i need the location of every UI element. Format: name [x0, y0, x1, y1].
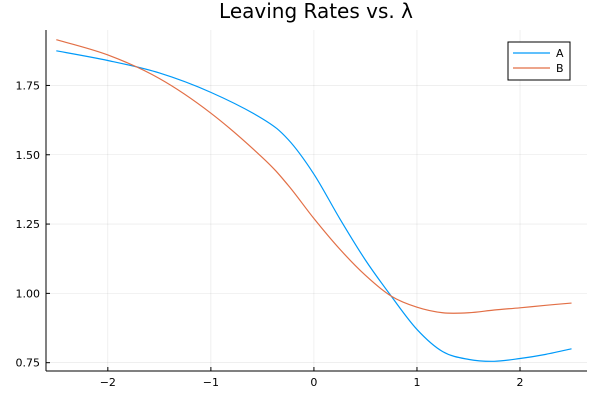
- series: [56, 39, 572, 362]
- x-tick-label: 1: [413, 376, 420, 389]
- grid: [46, 30, 587, 371]
- y-tick-label: 1.00: [16, 287, 41, 300]
- x-tick-label: −1: [203, 376, 219, 389]
- legend-box: [507, 41, 571, 81]
- legend: AB: [507, 41, 571, 81]
- legend-label-b: B: [556, 62, 564, 75]
- x-tick-label: −2: [100, 376, 116, 389]
- axes: −2 −1 0 1 2 0.75 1.00 1.25 1.50 1.75: [16, 30, 587, 389]
- y-tick-label: 1.75: [16, 79, 41, 92]
- series-line-a: [56, 50, 572, 362]
- x-tick-label: 2: [517, 376, 524, 389]
- x-tick-label: 0: [310, 376, 317, 389]
- legend-label-a: A: [556, 47, 564, 60]
- y-tick-label: 0.75: [16, 357, 41, 370]
- y-tick-label: 1.50: [16, 149, 41, 162]
- series-line-b: [56, 39, 572, 314]
- y-tick-label: 1.25: [16, 218, 41, 231]
- chart-title: Leaving Rates vs. λ: [219, 0, 413, 23]
